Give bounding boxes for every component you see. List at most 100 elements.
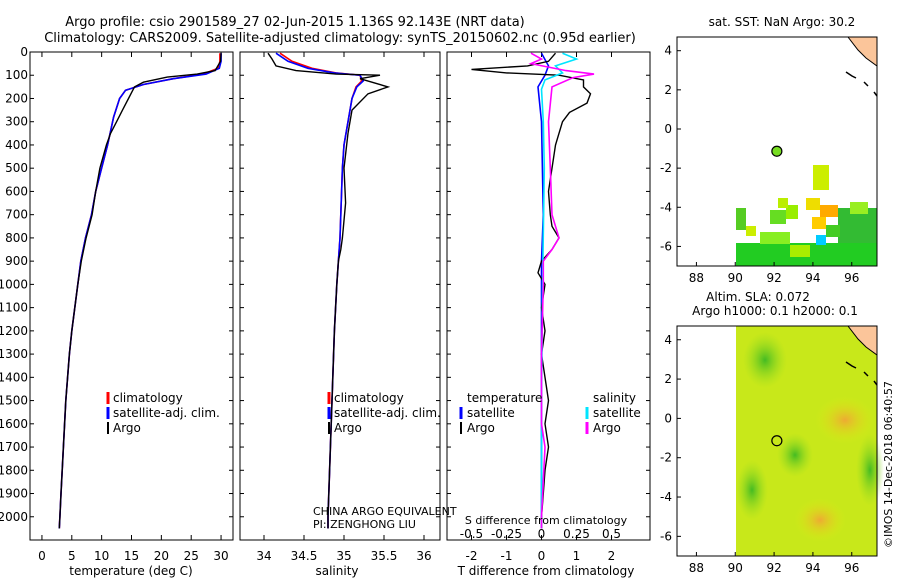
difference-top-label: S difference from climatology (465, 514, 628, 527)
difference-panel-frame (446, 51, 651, 541)
map-y-tick-label: 4 (664, 44, 672, 58)
salinity-panel-frame (239, 51, 441, 541)
map-x-tick-label: 90 (728, 271, 743, 285)
legend-argo-label: Argo (113, 421, 141, 435)
s-tick-label: 0.5 (602, 527, 621, 541)
depth-tick-label: 100 (5, 68, 28, 82)
x-tick-label: 15 (124, 549, 139, 563)
depth-tick-label: 1300 (0, 347, 28, 361)
x-tick-label: 1 (573, 549, 581, 563)
temperature-panel: 0 5 10 15 20 25 30 (30, 51, 233, 563)
x-tick-label: 30 (213, 549, 228, 563)
depth-tick-label: 1900 (0, 487, 28, 501)
s-tick-label: 0.25 (563, 527, 590, 541)
legend-temperature-title: temperature (467, 391, 542, 405)
depth-tick-label: 300 (5, 115, 28, 129)
map-x-tick-label: 92 (766, 271, 781, 285)
x-tick-label: -1 (501, 549, 513, 563)
sst-pixels (736, 165, 877, 266)
island-outline (845, 71, 857, 79)
map-x-tick-label: 90 (728, 561, 743, 575)
map-y-tick-label: -6 (660, 239, 672, 253)
difference-legend: temperature satellite Argo salinity sate… (459, 391, 641, 435)
legend-argo-label: Argo (334, 421, 362, 435)
sst-map-title: sat. SST: NaN Argo: 30.2 (709, 15, 856, 29)
difference-series-t-argo (471, 52, 592, 529)
difference-series-s-argo (528, 52, 595, 529)
map-x-tick-label: 94 (805, 561, 820, 575)
temperature-legend: climatology satellite-adj. clim. Argo (106, 391, 220, 435)
depth-tick-label: 900 (5, 254, 28, 268)
map-y-tick-label: 2 (664, 83, 672, 97)
sla-map-title-line1: Altim. SLA: 0.072 (706, 290, 810, 304)
map-y-tick-label: 4 (664, 333, 672, 347)
pi-annotation-line1: CHINA ARGO EQUIVALENT (313, 505, 457, 518)
map-x-tick-label: 94 (805, 271, 820, 285)
depth-tick-label: 1400 (0, 370, 28, 384)
legend-climatology-label: climatology (334, 391, 404, 405)
figure-title-line1: Argo profile: csio 2901589_27 02-Jun-201… (65, 15, 525, 30)
sla-map-axes: 88 90 92 94 96 4 2 0 -2 -4 -6 (660, 333, 859, 575)
map-x-tick-label: 88 (689, 561, 704, 575)
legend-t-argo-label: Argo (467, 421, 495, 435)
depth-tick-label: 0 (20, 45, 28, 59)
sst-map-axes: 88 90 92 94 96 4 2 0 -2 -4 -6 (660, 44, 859, 285)
sla-map (676, 325, 884, 557)
map-y-tick-label: -2 (660, 161, 672, 175)
map-x-tick-label: 88 (689, 271, 704, 285)
salinity-legend: climatology satellite-adj. clim. Argo CH… (313, 391, 457, 531)
temperature-series-satellite-adj-clim- (58, 53, 222, 529)
legend-s-argo-label: Argo (593, 421, 621, 435)
depth-tick-label: 1600 (0, 417, 28, 431)
depth-tick-label: 200 (5, 91, 28, 105)
island-outline (845, 361, 857, 369)
legend-climatology-label: climatology (113, 391, 183, 405)
map-x-tick-label: 92 (766, 561, 781, 575)
map-y-tick-label: -4 (660, 490, 672, 504)
depth-tick-label: 2000 (0, 510, 28, 524)
map-x-tick-label: 96 (844, 271, 859, 285)
argo-float-marker (771, 145, 783, 157)
depth-tick-label: 800 (5, 231, 28, 245)
x-tick-label: 10 (94, 549, 109, 563)
x-tick-label: 0 (538, 549, 546, 563)
x-tick-label: 34.5 (291, 549, 318, 563)
map-y-tick-label: 2 (664, 372, 672, 386)
island-outline (863, 371, 869, 377)
map-y-tick-label: 0 (664, 122, 672, 136)
x-tick-label: 0 (38, 549, 46, 563)
x-tick-label: 35 (336, 549, 351, 563)
x-tick-label: -2 (466, 549, 478, 563)
x-tick-label: 34 (256, 549, 271, 563)
legend-s-satellite-label: satellite (593, 406, 641, 420)
depth-tick-label: 600 (5, 184, 28, 198)
depth-tick-label: 400 (5, 138, 28, 152)
legend-salinity-title: salinity (593, 391, 636, 405)
temperature-series-climatology (58, 53, 221, 529)
salinity-series-argo (267, 52, 391, 529)
map-x-tick-label: 96 (844, 561, 859, 575)
x-tick-label: 20 (154, 549, 169, 563)
depth-tick-label: 1700 (0, 440, 28, 454)
depth-tick-label: 1000 (0, 277, 28, 291)
x-tick-label: 35.5 (371, 549, 398, 563)
salinity-xlabel: salinity (315, 564, 358, 578)
figure-title-line2: Climatology: CARS2009. Satellite-adjuste… (44, 31, 636, 46)
sla-map-title-line2: Argo h1000: 0.1 h2000: 0.1 (692, 304, 858, 318)
x-tick-label: 5 (68, 549, 76, 563)
pi-annotation-line2: PI: ZENGHONG LIU (313, 518, 416, 531)
salinity-panel: 34 34.5 35 35.5 36 (240, 51, 440, 563)
map-y-tick-label: -2 (660, 451, 672, 465)
depth-tick-label: 1500 (0, 394, 28, 408)
s-tick-label: -0.5 (460, 527, 483, 541)
island-outline (863, 81, 869, 87)
difference-xlabel: T difference from climatology (457, 564, 635, 578)
depth-tick-label: 700 (5, 208, 28, 222)
depth-tick-label: 1200 (0, 324, 28, 338)
legend-satellite-label: satellite-adj. clim. (334, 406, 441, 420)
s-tick-label: -0.25 (491, 527, 522, 541)
difference-panel: -2 -1 0 1 2 -0.5 -0.25 0 0.25 0.5 (447, 51, 650, 563)
map-y-tick-label: -4 (660, 200, 672, 214)
depth-tick-label: 1100 (0, 301, 28, 315)
